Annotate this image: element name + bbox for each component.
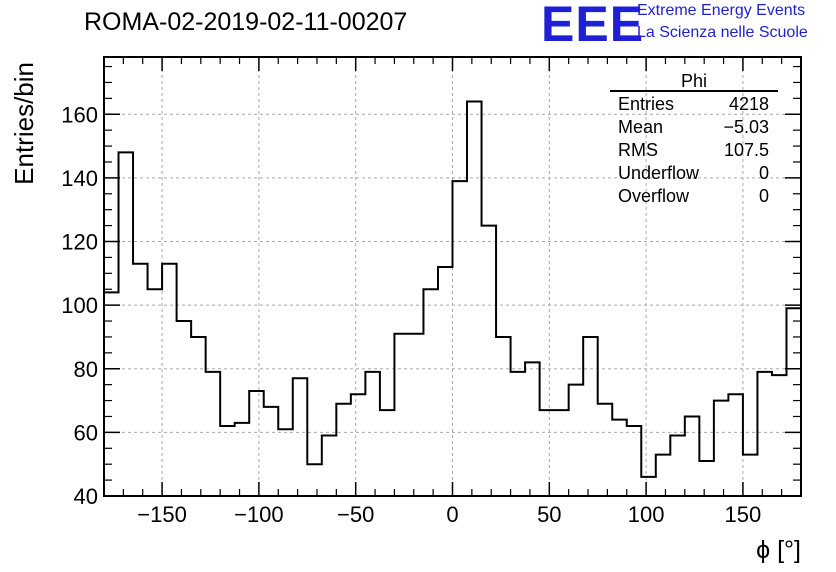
stats-label-mean: Mean (618, 117, 663, 137)
stats-value-entries: 4218 (729, 94, 769, 114)
y-tick-label: 100 (61, 293, 98, 318)
stats-value-underflow: 0 (759, 163, 769, 183)
histogram-outline (104, 100, 801, 478)
axes: −150 −100 −50 0 50 100 150 40 60 80 100 120 140 160 (61, 56, 802, 527)
stats-label-overflow: Overflow (618, 186, 690, 206)
x-tick-label: 50 (537, 502, 561, 527)
brand-line-1: Extreme Energy Events (637, 2, 806, 19)
y-tick-label: 140 (61, 166, 98, 191)
x-tick-label: 150 (725, 502, 762, 527)
x-tick-label: −150 (137, 502, 187, 527)
grid (104, 57, 801, 496)
brand-line-2: La Scienza nelle Scuole (637, 24, 808, 41)
stats-title: Phi (681, 71, 707, 91)
stats-value-mean: −5.03 (723, 117, 769, 137)
x-axis-label: ϕ [°] (756, 536, 801, 564)
stats-label-rms: RMS (618, 140, 658, 160)
y-axis-label: Entries/bin (9, 62, 39, 185)
x-tick-label: −100 (234, 502, 284, 527)
stats-value-overflow: 0 (759, 186, 769, 206)
y-tick-label: 120 (61, 230, 98, 255)
y-tick-label: 40 (74, 484, 98, 509)
stats-label-underflow: Underflow (618, 163, 700, 183)
stats-box: Phi Entries 4218 Mean −5.03 RMS 107.5 Un… (610, 71, 778, 206)
stats-label-entries: Entries (618, 94, 674, 114)
x-tick-label: 0 (446, 502, 458, 527)
histogram-series (104, 100, 801, 478)
x-tick-label: −50 (337, 502, 374, 527)
y-tick-label: 80 (74, 357, 98, 382)
y-tick-label: 60 (74, 420, 98, 445)
x-tick-label: 100 (628, 502, 665, 527)
stats-value-rms: 107.5 (724, 140, 769, 160)
y-tick-label: 160 (61, 102, 98, 127)
chart-title: ROMA-02-2019-02-11-00207 (84, 8, 408, 36)
eee-logo: EEE (541, 0, 645, 52)
